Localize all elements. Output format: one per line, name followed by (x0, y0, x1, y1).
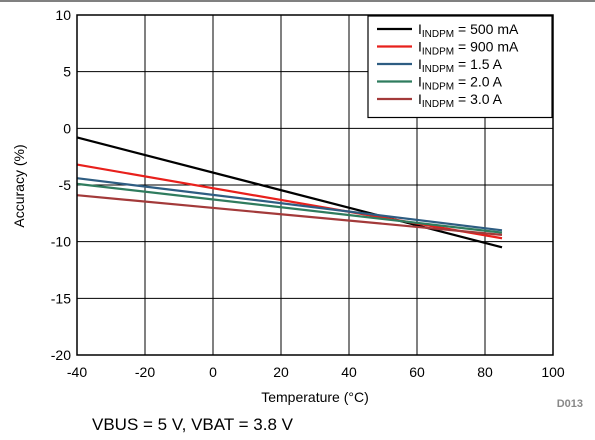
x-tick-label: 40 (341, 364, 357, 380)
legend-entry: IINDPM = 2.0 A (418, 74, 503, 93)
legend-entry: IINDPM = 500 mA (418, 21, 519, 40)
plot-frame (76, 14, 554, 356)
legend-entry: IINDPM = 1.5 A (418, 56, 503, 75)
y-tick-labels: -20 -15 -10 -5 0 5 10 (51, 7, 71, 363)
legend-box (367, 15, 553, 119)
x-tick-label: 100 (541, 364, 565, 380)
series-line (76, 182, 503, 234)
x-tick-label: -20 (135, 364, 155, 380)
x-tick-label: 60 (409, 364, 425, 380)
series-line (76, 163, 503, 240)
condition-caption: VBUS = 5 V, VBAT = 3.8 V (92, 415, 294, 434)
x-tick-labels: -40 -20 0 20 40 60 80 100 (67, 364, 565, 380)
series-lines (76, 136, 503, 249)
y-axis-label: Accuracy (%) (11, 144, 27, 227)
figure-code: D013 (557, 398, 583, 410)
series-line (76, 136, 503, 249)
y-tick-label: 10 (55, 7, 71, 23)
series-line (76, 194, 503, 236)
x-tick-label: 20 (273, 364, 289, 380)
y-tick-label: -20 (51, 347, 71, 363)
legend-entry: IINDPM = 900 mA (418, 39, 519, 58)
y-tick-label: 5 (63, 64, 71, 80)
series-line (76, 177, 503, 232)
y-tick-label: 0 (63, 120, 71, 136)
x-axis-label: Temperature (°C) (261, 389, 369, 405)
x-tick-label: -40 (67, 364, 87, 380)
x-tick-label: 0 (209, 364, 217, 380)
legend-entry: IINDPM = 3.0 A (418, 91, 503, 110)
x-tick-label: 80 (477, 364, 493, 380)
y-tick-label: -15 (51, 290, 71, 306)
y-tick-label: -5 (59, 177, 72, 193)
y-tick-label: -10 (51, 234, 71, 250)
